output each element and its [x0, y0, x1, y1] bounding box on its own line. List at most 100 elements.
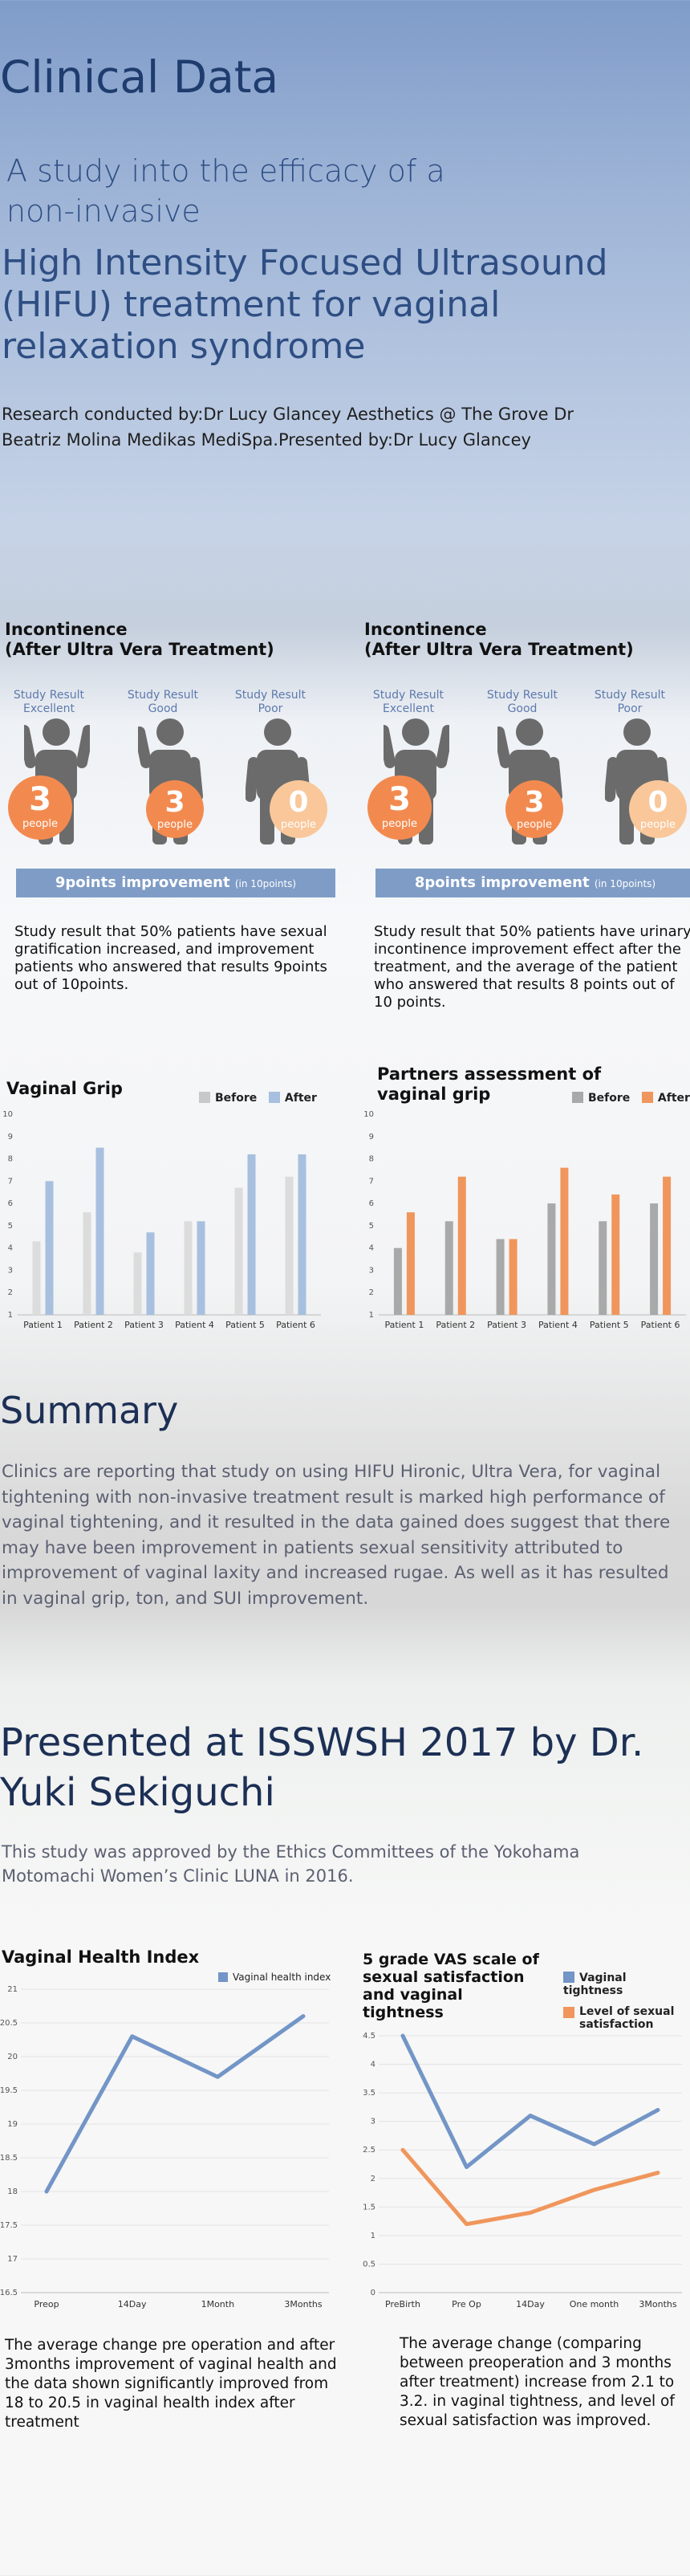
summary-title: Summary — [0, 1389, 179, 1432]
result-label: Study Result Good — [119, 689, 207, 716]
bar-after — [663, 1176, 672, 1315]
result-label: Study Result Poor — [226, 689, 315, 716]
partners-grip-title: Partners assessment of vaginal grip — [377, 1064, 602, 1104]
summary-text: Clinics are reporting that study on usin… — [2, 1462, 671, 1609]
y-tick-label: 6 — [369, 1199, 374, 1208]
legend-after-label: After — [657, 1092, 690, 1105]
y-tick-label: 2 — [369, 1288, 374, 1297]
legend-before-label: Before — [215, 1092, 258, 1105]
result-count: 3 — [29, 781, 51, 819]
series-line-0 — [400, 2033, 660, 2170]
y-tick-label: 1 — [371, 2232, 375, 2240]
result-count-badge: 0 people — [629, 780, 687, 838]
bar-after — [197, 1221, 205, 1315]
x-tick-label: One month — [570, 2299, 619, 2309]
bar-before — [650, 1203, 659, 1315]
y-tick-label: 10 — [2, 1110, 13, 1119]
page-title: Clinical Data — [0, 51, 279, 103]
bar-after — [247, 1154, 256, 1315]
x-tick-label: Patient 2 — [436, 1320, 475, 1330]
vhi-chart: 16.5 17 17.5 18 18.5 19 19.5 20 20.5 21 Preop 14Day… — [0, 1985, 329, 2309]
legend-satisfaction-swatch — [563, 2007, 574, 2018]
legend-satisfaction-label: Level of sexual satisfaction — [579, 2005, 675, 2031]
y-tick-label: 4 — [369, 1244, 374, 1253]
improvement-text: 9points improvement — [55, 874, 230, 891]
result-unit: people — [156, 818, 193, 831]
y-tick-label: 9 — [369, 1133, 374, 1141]
panel-title: Incontinence (After Ultra Vera Treatment… — [5, 620, 274, 660]
x-tick-label: Patient 1 — [23, 1320, 63, 1330]
improvement-bar: 9points improvement (in 10points) — [16, 869, 335, 897]
result-label-line1: Study Result — [372, 689, 444, 702]
hifu-title: High Intensity Focused Ultrasound (HIFU)… — [2, 242, 608, 367]
result-label-line1: Study Result — [234, 689, 306, 702]
y-tick-label: 1 — [8, 1311, 13, 1320]
legend-after-label: After — [284, 1092, 317, 1105]
x-tick-label: Patient 3 — [124, 1320, 164, 1330]
legend-vhi-label: Vaginal health index — [233, 1972, 331, 1983]
study-subtitle: A study into the efficacy of a non-invas… — [6, 153, 445, 229]
improvement-bar: 8points improvement (in 10points) — [375, 869, 690, 897]
x-tick-label: 3Months — [284, 2299, 322, 2309]
bar-after — [45, 1181, 54, 1315]
result-label: Study Result Excellent — [5, 689, 93, 716]
y-tick-label: 1 — [369, 1311, 374, 1320]
result-unit: people — [381, 818, 418, 831]
x-tick-label: Patient 5 — [590, 1320, 629, 1330]
vas-title: 5 grade VAS scale of sexual satisfaction… — [363, 1951, 539, 2021]
result-count-badge: 3 people — [505, 780, 563, 838]
y-tick-label: 0.5 — [363, 2260, 375, 2269]
result-label-line2: Excellent — [23, 702, 75, 715]
presented-title: Presented at ISSWSH 2017 by Dr. Yuki Sek… — [0, 1720, 644, 1815]
y-tick-label: 10 — [363, 1110, 374, 1119]
legend-before-swatch — [572, 1092, 583, 1103]
improvement-note: (in 10points) — [594, 878, 656, 889]
panel-title-line1: Incontinence — [5, 620, 128, 639]
result-count-badge: 3 people — [367, 775, 432, 840]
y-tick-label: 3 — [369, 1266, 374, 1275]
bar-after — [406, 1212, 415, 1315]
y-tick-label: 17.5 — [0, 2221, 18, 2230]
legend-tightness-label: Vaginal tightness — [563, 1972, 627, 1997]
x-tick-label: Patient 5 — [225, 1320, 265, 1330]
result-label-line2: Poor — [617, 702, 643, 715]
y-tick-label: 18 — [7, 2187, 18, 2196]
bar-before — [547, 1203, 556, 1315]
ethics-note: This study was approved by the Ethics Co… — [2, 1842, 580, 1886]
vhi-legend: Vaginal health index — [218, 1972, 331, 1983]
y-tick-label: 0 — [371, 2289, 375, 2297]
result-count: 0 — [288, 785, 309, 819]
result-count-badge: 3 people — [146, 780, 204, 838]
legend-after-swatch — [641, 1092, 653, 1103]
bar-after — [146, 1232, 155, 1315]
panel-title: Incontinence (After Ultra Vera Treatment… — [364, 620, 634, 660]
y-tick-label: 16.5 — [0, 2289, 18, 2297]
result-label-line2: Good — [507, 702, 538, 715]
x-tick-label: Patient 1 — [385, 1320, 424, 1330]
bar-before — [133, 1252, 142, 1315]
bar-after — [95, 1147, 104, 1315]
partners-grip-legend: Before After — [572, 1092, 690, 1105]
panel-description: Study result that 50% patients have urin… — [374, 923, 690, 1011]
bar-after — [457, 1176, 466, 1315]
x-tick-label: 3Months — [639, 2299, 676, 2309]
result-count: 0 — [647, 785, 668, 819]
bar-after — [298, 1154, 306, 1315]
y-tick-label: 4.5 — [363, 2032, 375, 2041]
vhi-title: Vaginal Health Index — [2, 1947, 200, 1967]
bar-before — [285, 1176, 294, 1315]
bar-after — [560, 1167, 569, 1315]
result-label-line1: Study Result — [127, 689, 199, 702]
series-line-0 — [44, 2014, 306, 2194]
y-tick-label: 2 — [371, 2175, 375, 2183]
y-tick-label: 3 — [371, 2118, 375, 2126]
result-count: 3 — [164, 785, 185, 819]
bar-before — [599, 1221, 607, 1315]
result-label-line1: Study Result — [594, 689, 666, 702]
y-tick-label: 7 — [8, 1177, 13, 1186]
x-tick-label: Patient 6 — [641, 1320, 680, 1330]
bar-before — [393, 1247, 402, 1315]
bar-before — [234, 1187, 243, 1315]
x-tick-label: Pre Op — [452, 2299, 481, 2309]
partners-grip-chart: 1 2 3 4 5 6 7 8 9 10 Patient 1 Patient 2 Patient 3 Pa… — [363, 1110, 686, 1330]
